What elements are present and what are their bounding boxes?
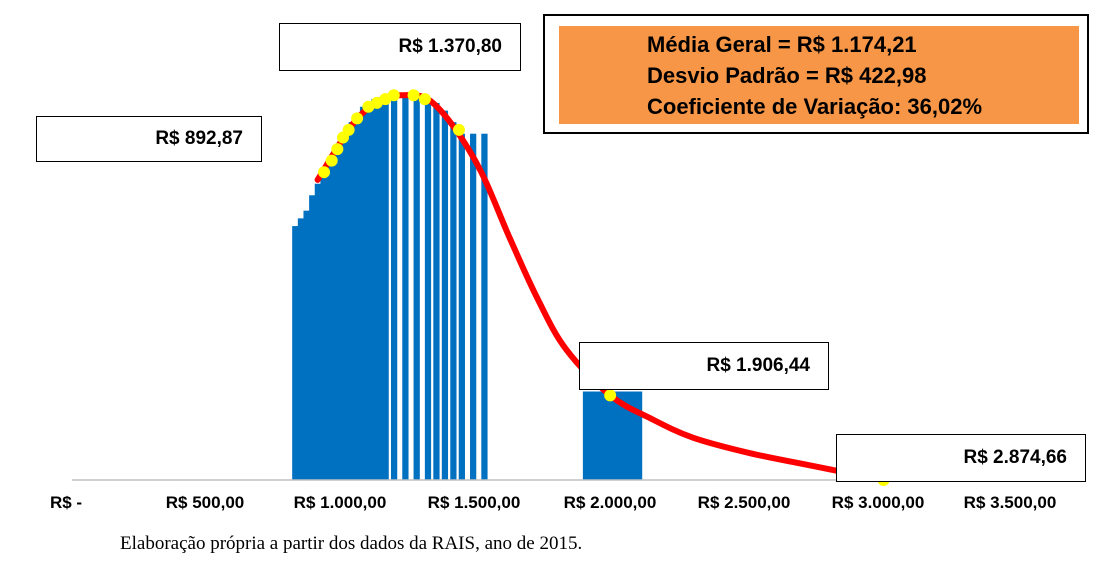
histogram-wide-bar-0 bbox=[582, 391, 643, 480]
histogram-bar-15 bbox=[376, 97, 384, 481]
histogram-bar-9 bbox=[342, 133, 350, 480]
stats-box: Média Geral = R$ 1.174,21 Desvio Padrão … bbox=[543, 14, 1089, 134]
histogram-bar-26 bbox=[481, 133, 488, 480]
histogram-bar-12 bbox=[359, 106, 367, 481]
curve-point-2 bbox=[331, 143, 344, 156]
curve-point-0 bbox=[318, 166, 331, 179]
curve-point-11 bbox=[418, 93, 431, 106]
histogram-bar-19 bbox=[413, 95, 420, 480]
histogram-bar-7 bbox=[331, 152, 338, 480]
curve-point-5 bbox=[351, 112, 364, 125]
histogram-bar-3 bbox=[309, 195, 316, 480]
histogram-bar-5 bbox=[320, 172, 327, 480]
histogram-bar-2 bbox=[303, 210, 310, 480]
histogram-bars bbox=[292, 95, 643, 481]
histogram-bar-8 bbox=[337, 141, 344, 480]
histogram-bar-25 bbox=[470, 133, 477, 480]
histogram-bar-1 bbox=[297, 218, 305, 480]
stat-sd: Desvio Padrão = R$ 422,98 bbox=[647, 63, 927, 88]
callout-2874: R$ 2.874,66 bbox=[836, 434, 1086, 482]
histogram-bar-6 bbox=[326, 164, 333, 480]
figure-caption: Elaboração própria a partir dos dados da… bbox=[120, 533, 583, 554]
histogram-bar-0 bbox=[292, 226, 299, 480]
x-tick-label-2: R$ 1.000,00 bbox=[293, 493, 387, 512]
histogram-bar-17 bbox=[390, 95, 398, 480]
curve-point-9 bbox=[387, 89, 400, 102]
histogram-bar-21 bbox=[433, 102, 440, 480]
histogram-bar-24 bbox=[458, 133, 465, 480]
callout-1906: R$ 1.906,44 bbox=[579, 342, 829, 390]
curve-point-10 bbox=[407, 89, 420, 102]
curve-point-12 bbox=[452, 123, 465, 136]
x-tick-label-4: R$ 2.000,00 bbox=[563, 493, 657, 512]
curve-point-4 bbox=[342, 123, 355, 136]
histogram-bar-20 bbox=[424, 99, 432, 480]
callout-1370: R$ 1.370,80 bbox=[279, 23, 521, 71]
histogram-bar-13 bbox=[365, 102, 372, 480]
x-tick-label-0: R$ - bbox=[49, 493, 83, 512]
histogram-bar-18 bbox=[402, 95, 409, 480]
stats-panel: Média Geral = R$ 1.174,21 Desvio Padrão … bbox=[559, 26, 1079, 124]
callout-892: R$ 892,87 bbox=[36, 116, 262, 162]
histogram-bar-23 bbox=[450, 122, 457, 481]
x-tick-label-5: R$ 2.500,00 bbox=[697, 493, 791, 512]
histogram-bar-16 bbox=[382, 96, 389, 480]
histogram-bar-14 bbox=[371, 99, 378, 480]
curve-point-13 bbox=[604, 389, 617, 402]
x-tick-label-6: R$ 3.000,00 bbox=[831, 493, 925, 512]
stat-mean: Média Geral = R$ 1.174,21 bbox=[647, 32, 917, 57]
histogram-bar-11 bbox=[354, 114, 361, 480]
histogram-bar-22 bbox=[441, 110, 449, 480]
curve-point-1 bbox=[325, 154, 338, 167]
x-tick-label-7: R$ 3.500,00 bbox=[963, 493, 1057, 512]
histogram-bar-10 bbox=[348, 122, 355, 481]
x-tick-label-1: R$ 500,00 bbox=[165, 493, 245, 512]
x-tick-label-3: R$ 1.500,00 bbox=[427, 493, 521, 512]
stat-cv: Coeficiente de Variação: 36,02% bbox=[647, 94, 983, 119]
histogram-bar-4 bbox=[314, 183, 322, 480]
